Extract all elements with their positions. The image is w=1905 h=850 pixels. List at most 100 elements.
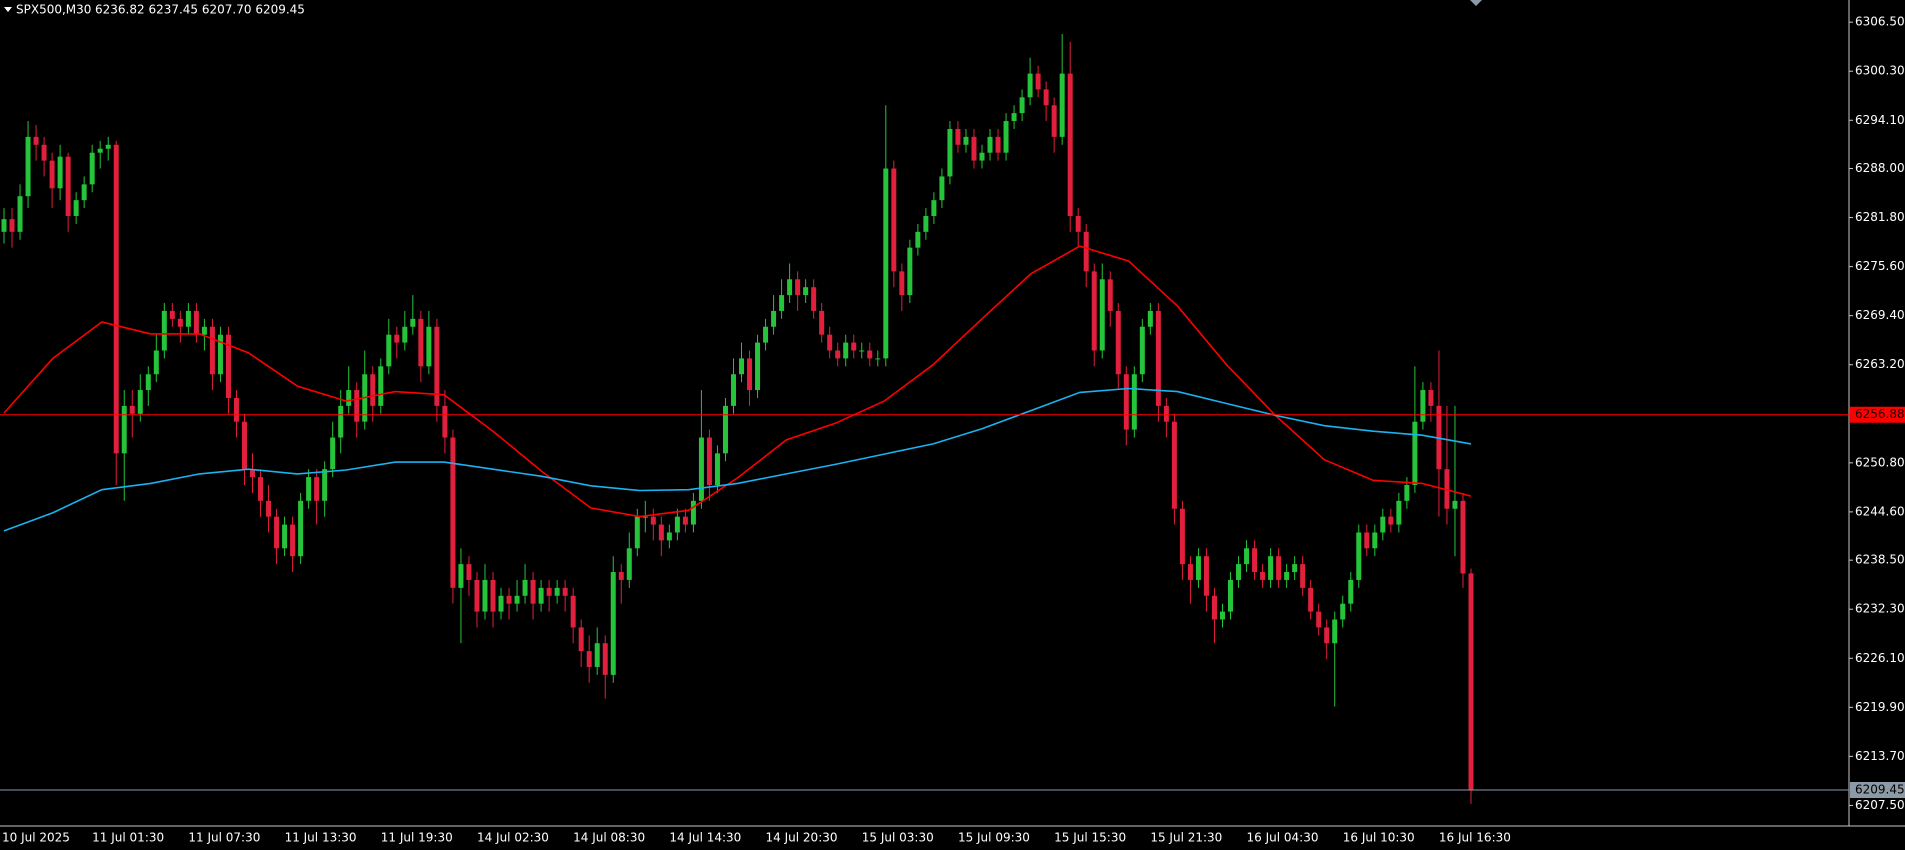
x-tick-label: 15 Jul 15:30 [1054,831,1126,845]
candle-body [105,144,111,149]
candle-body [1171,421,1177,509]
candle-body [1252,548,1258,573]
candle-body [1364,532,1370,549]
candle-body [498,595,504,612]
candle-body [33,136,39,145]
x-tick-label: 14 Jul 14:30 [669,831,741,845]
quote-label: 6236.82 6237.45 6207.70 6209.45 [95,3,305,17]
candle-body [947,128,953,177]
candle-body [1219,611,1225,620]
candle-body [1388,516,1394,525]
candle-body [1236,564,1242,580]
candle-body [65,156,71,216]
candle-body [1284,572,1290,580]
candle-body [354,390,360,422]
candle-body [682,516,688,525]
candle-body [442,405,448,438]
x-tick-label: 15 Jul 21:30 [1150,831,1222,845]
candle-body [795,279,801,296]
candle-body [763,326,769,343]
candle-body [314,477,320,501]
candle-body [690,500,696,525]
candle-body [915,231,921,248]
candle-body [843,342,849,359]
candle-body [883,168,889,359]
candle-body [1276,556,1282,580]
candle-body [233,397,239,422]
price-line-box [1850,782,1905,799]
candle-body [17,196,23,232]
candle-body [1027,73,1033,98]
y-tick-label: 6250.80 [1855,455,1905,469]
candle-body [1316,611,1322,628]
candle-body [330,437,336,470]
candle-body [875,358,881,360]
candle-body [1444,469,1450,509]
candle-body [987,136,993,153]
candle-body [426,326,432,367]
candle-body [386,334,392,367]
candle-body [1396,500,1402,525]
candle-body [1244,548,1250,565]
x-tick-label: 10 Jul 2025 [2,831,70,845]
y-tick-label: 6300.30 [1855,64,1905,78]
candle-body [634,516,640,549]
candle-body [57,156,63,189]
candle-body [907,247,913,296]
candle-body [1452,500,1458,509]
y-tick-label: 6294.10 [1855,113,1905,127]
candle-body [306,477,312,501]
candle-body [193,310,199,335]
candle-body [346,390,352,406]
candle-body [1460,500,1466,574]
candle-body [1059,73,1065,137]
candle-body [418,318,424,367]
candle-body [1348,579,1354,604]
candle-body [1163,405,1169,422]
candle-body [803,287,809,296]
candle-body [730,374,736,406]
candle-body [1147,310,1153,327]
candle-body [1131,374,1137,430]
candle-body [955,128,961,145]
candle-body [177,318,183,327]
candle-body [1203,556,1209,596]
candle-body [97,148,103,153]
candle-body [666,532,672,541]
candle-body [225,334,231,398]
candle-body [554,587,560,596]
candle-body [1412,421,1418,485]
candle-body [241,421,247,470]
y-tick-label: 6226.10 [1855,651,1905,665]
candle-body [963,136,969,145]
candle-body [867,350,873,359]
x-tick-label: 16 Jul 10:30 [1343,831,1415,845]
candle-body [370,374,376,406]
candle-body [169,310,175,319]
candle-body [1428,390,1434,406]
y-tick-label: 6281.80 [1855,210,1905,224]
candle-body [971,136,977,161]
candle-body [626,548,632,580]
candle-body [771,310,777,327]
candle-body [378,366,384,406]
moving-average [3,245,1472,518]
candle-body [979,152,985,161]
menu-arrow[interactable] [4,7,12,12]
x-tick-label: 15 Jul 09:30 [958,831,1030,845]
candle-body [1332,619,1338,644]
candle-body [1051,105,1057,137]
candle-body [586,651,592,667]
candle-body [1107,279,1113,311]
candle-body [73,200,79,216]
candle-body [851,342,857,351]
candle-body [450,437,456,588]
candle-body [250,469,256,478]
x-tick-label: 14 Jul 08:30 [573,831,645,845]
candle-body [1340,603,1346,620]
candle-body [618,572,624,580]
candle-body [9,219,15,232]
y-tick-label: 6238.50 [1855,553,1905,567]
candle-body [706,437,712,485]
moving-average [3,387,1472,532]
